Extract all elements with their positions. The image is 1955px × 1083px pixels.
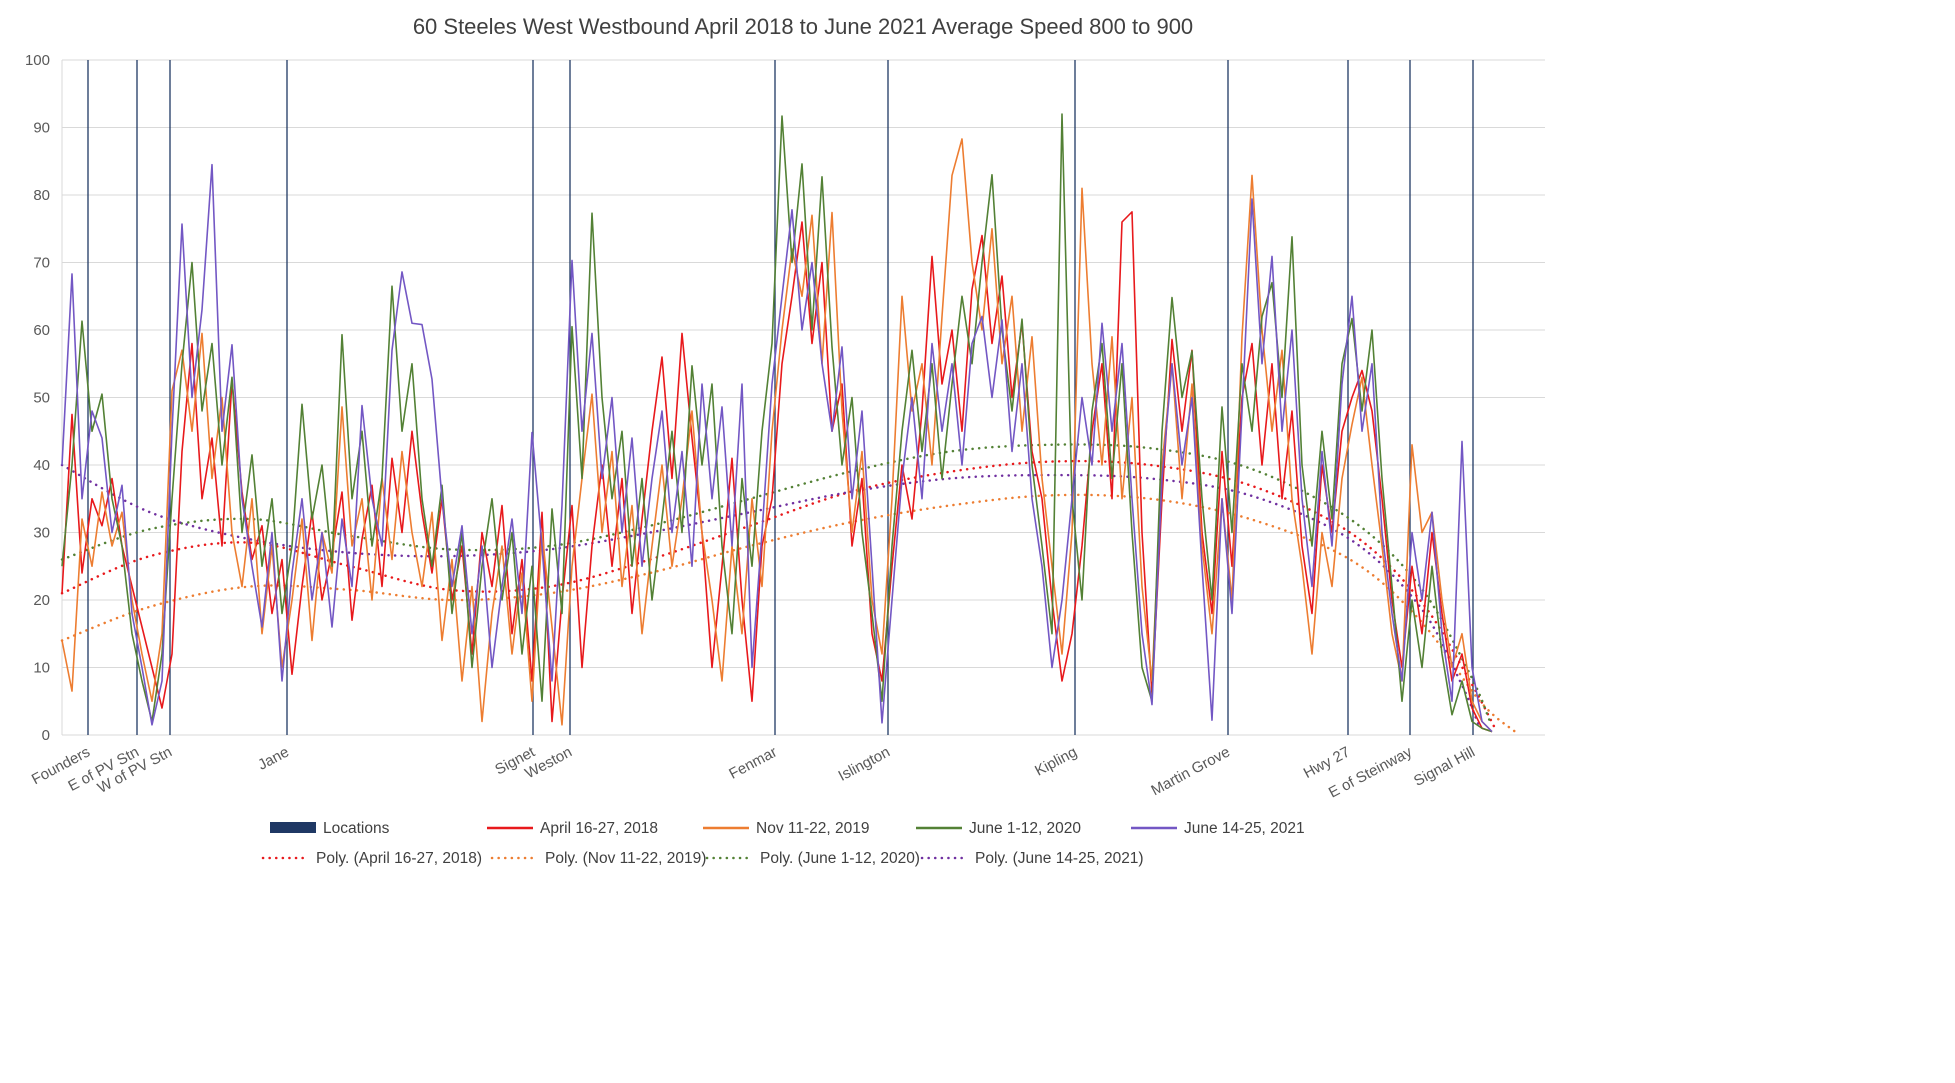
legend-item: April 16-27, 2018 <box>487 820 658 837</box>
legend-label: Poly. (Nov 11-22, 2019) <box>545 850 706 867</box>
legend-item: Poly. (June 14-25, 2021) <box>920 850 1144 867</box>
y-axis-label: 20 <box>33 592 50 609</box>
y-axis-label: 30 <box>33 525 50 542</box>
y-axis-label: 0 <box>42 727 50 744</box>
legend-label: April 16-27, 2018 <box>540 820 658 837</box>
trend-lines <box>60 443 1517 733</box>
y-axis-label: 90 <box>33 120 50 137</box>
series-line <box>61 211 1493 733</box>
x-axis-label: Fenmar <box>726 744 780 783</box>
legend-item: Locations <box>270 820 390 837</box>
legend-label: Poly. (April 16-27, 2018) <box>316 850 482 867</box>
x-axis-label: Islington <box>836 744 893 785</box>
y-axis-label: 60 <box>33 322 50 339</box>
legend-item: June 14-25, 2021 <box>1131 820 1305 837</box>
y-axis-label: 100 <box>25 52 50 69</box>
legend-item: Poly. (June 1-12, 2020) <box>705 850 920 867</box>
legend-label: Nov 11-22, 2019 <box>756 820 869 837</box>
x-axis-label: Kipling <box>1032 744 1080 780</box>
chart-title: 60 Steeles West Westbound April 2018 to … <box>413 14 1193 39</box>
x-axis-label: Jane <box>255 744 292 774</box>
y-axis-label: 70 <box>33 255 50 272</box>
y-axis-label: 50 <box>33 390 50 407</box>
y-axis-labels: 0 10 20 30 40 50 60 70 80 90 100 <box>25 52 50 744</box>
x-axis-label: Martin Grove <box>1148 744 1233 800</box>
series-line <box>61 138 1493 733</box>
trendline <box>60 459 1497 730</box>
legend-item: Poly. (Nov 11-22, 2019) <box>490 850 706 867</box>
legend-item: Poly. (April 16-27, 2018) <box>261 850 482 867</box>
legend-item: June 1-12, 2020 <box>916 820 1081 837</box>
series-lines <box>61 113 1493 733</box>
gridlines <box>61 59 1545 736</box>
series-line <box>61 163 1493 733</box>
legend-label: Locations <box>323 820 390 837</box>
legend-swatch-bar <box>270 822 316 833</box>
legend-label: Poly. (June 14-25, 2021) <box>975 850 1144 867</box>
y-axis-label: 40 <box>33 457 50 474</box>
legend: Locations April 16-27, 2018 Nov 11-22, 201… <box>261 820 1305 867</box>
legend-item: Nov 11-22, 2019 <box>703 820 869 837</box>
y-axis-label: 80 <box>33 187 50 204</box>
x-axis-label: Signal Hill <box>1411 744 1478 790</box>
y-axis-label: 10 <box>33 660 50 677</box>
legend-label: June 14-25, 2021 <box>1184 820 1305 837</box>
series-line <box>61 113 1493 733</box>
trendline <box>60 493 1517 733</box>
legend-label: June 1-12, 2020 <box>969 820 1081 837</box>
legend-label: Poly. (June 1-12, 2020) <box>760 850 920 867</box>
